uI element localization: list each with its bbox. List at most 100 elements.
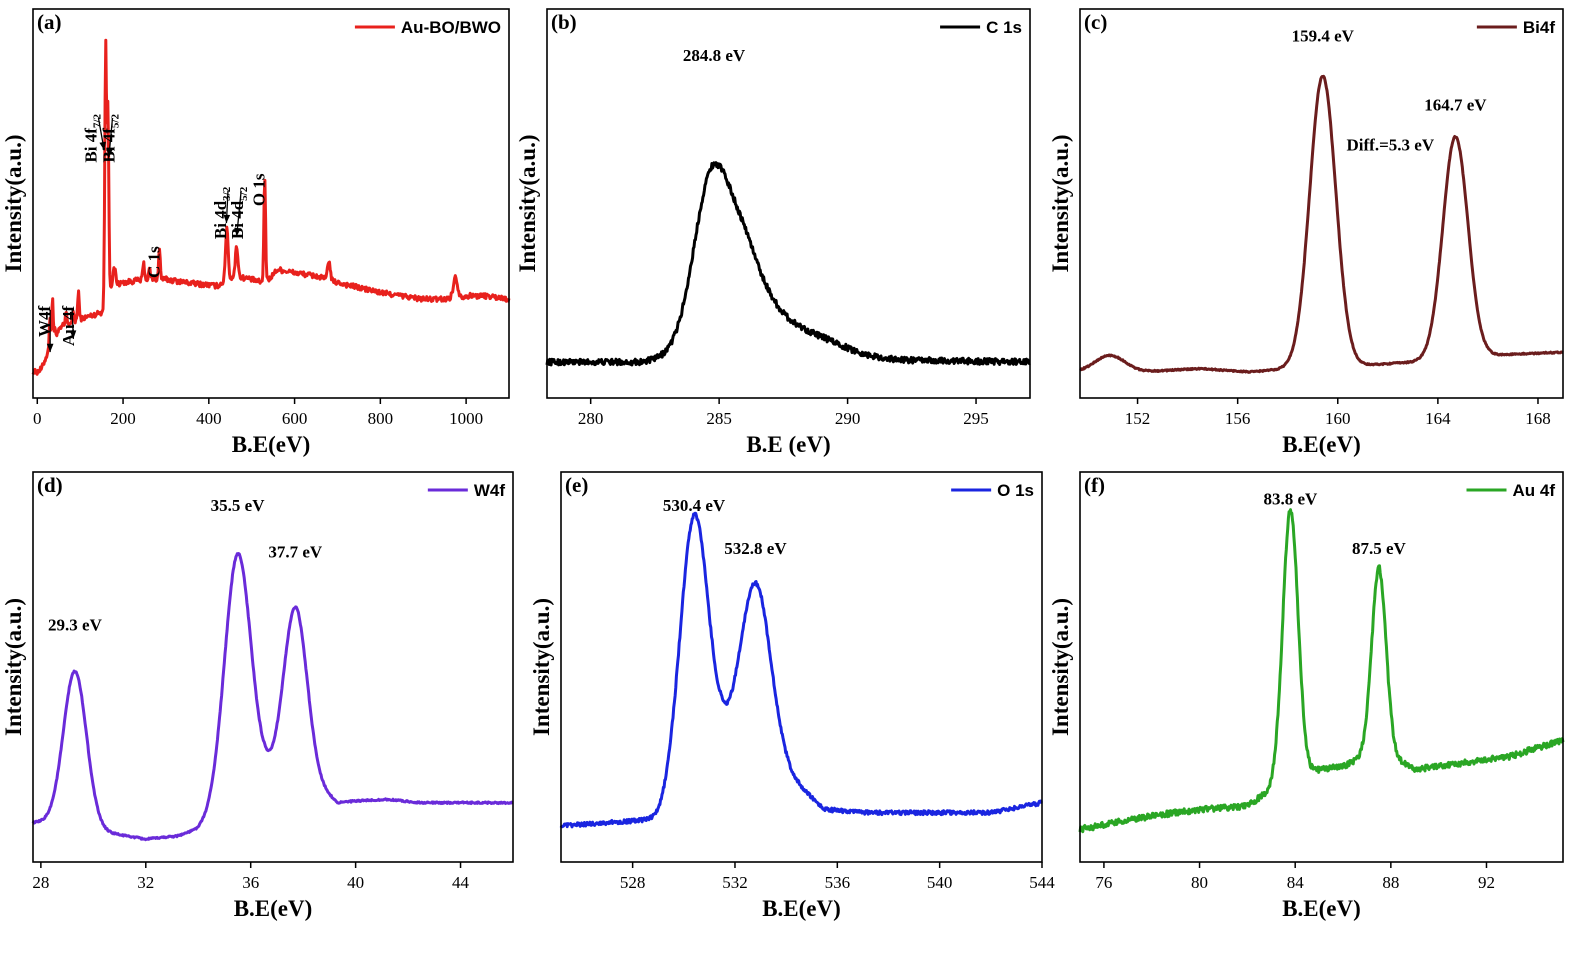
legend-label: C 1s bbox=[986, 18, 1022, 37]
series-line-f bbox=[1078, 508, 1565, 834]
x-axis-label: B.E(eV) bbox=[1282, 432, 1361, 457]
x-tick-label: 1000 bbox=[449, 409, 483, 428]
plot-frame bbox=[32, 8, 510, 399]
x-tick-label: 88 bbox=[1382, 873, 1399, 892]
x-tick-label: 200 bbox=[110, 409, 136, 428]
x-tick-label: 32 bbox=[137, 873, 154, 892]
x-axis-label: B.E(eV) bbox=[234, 896, 313, 921]
legend: Au 4f bbox=[1466, 481, 1556, 500]
panel-label: (c) bbox=[1084, 10, 1107, 34]
legend: O 1s bbox=[951, 481, 1034, 500]
annotation-arrowhead bbox=[46, 343, 54, 353]
plot-frame bbox=[546, 8, 1031, 399]
peak-label: 83.8 eV bbox=[1264, 489, 1319, 508]
legend-label: Au 4f bbox=[1513, 481, 1556, 500]
annotation-arrowhead bbox=[223, 214, 231, 224]
annotation-arrowhead bbox=[106, 148, 113, 158]
x-tick-label: 295 bbox=[963, 409, 989, 428]
x-tick-label: 280 bbox=[578, 409, 604, 428]
peak-annotation: Au 4f bbox=[59, 305, 78, 345]
annotation-arrowhead bbox=[99, 141, 107, 151]
y-axis-label: Intensity(a.u.) bbox=[1, 598, 26, 736]
legend: Bi4f bbox=[1476, 18, 1555, 37]
x-tick-label: 76 bbox=[1095, 873, 1112, 892]
x-tick-label: 92 bbox=[1478, 873, 1495, 892]
series-line-c bbox=[1079, 74, 1564, 374]
y-axis-label: Intensity(a.u.) bbox=[515, 134, 540, 272]
panel-e: 528 532 536 540 544 B.E(eV) Intensity(a.u.) (e)… bbox=[529, 471, 1055, 921]
panel-b: 280 285 290 295 B.E (eV) Intensity(a.u.) (b) C … bbox=[515, 8, 1031, 457]
x-tick-label: 0 bbox=[33, 409, 42, 428]
peak-label: 37.7 eV bbox=[268, 542, 323, 561]
x-tick-label: 600 bbox=[282, 409, 308, 428]
peak-label: 159.4 eV bbox=[1292, 26, 1355, 45]
y-axis-label: Intensity(a.u.) bbox=[1048, 134, 1073, 272]
plot-frame bbox=[560, 471, 1043, 863]
x-tick-label: 40 bbox=[347, 873, 364, 892]
series-line-d bbox=[31, 552, 514, 842]
annotation-arrowhead bbox=[69, 330, 77, 339]
peak-label: 532.8 eV bbox=[724, 539, 787, 558]
panel-label: (f) bbox=[1084, 473, 1105, 497]
x-tick-label: 80 bbox=[1191, 873, 1208, 892]
x-tick-label: 800 bbox=[368, 409, 394, 428]
peak-annotation: O 1s bbox=[250, 173, 269, 206]
panel-c: 152 156 160 164 168 B.E(eV) Intensity(a.u.) (c)… bbox=[1048, 8, 1564, 457]
panel-a: 0 200 400 600 800 1000 B.E(eV) Intensity(a.u.) (… bbox=[1, 8, 511, 457]
panel-d: 28 32 36 40 44 B.E(eV) Intensity(a.u.) (d) W4f 29… bbox=[1, 471, 514, 921]
x-tick-label: 44 bbox=[452, 873, 470, 892]
x-tick-label: 528 bbox=[620, 873, 646, 892]
x-tick-label: 28 bbox=[32, 873, 49, 892]
x-tick-label: 152 bbox=[1125, 409, 1151, 428]
y-axis-label: Intensity(a.u.) bbox=[1, 134, 26, 272]
legend-label: O 1s bbox=[997, 481, 1034, 500]
plot-frame bbox=[1079, 8, 1564, 399]
x-tick-label: 544 bbox=[1029, 873, 1055, 892]
x-tick-label: 164 bbox=[1425, 409, 1451, 428]
legend: C 1s bbox=[940, 18, 1022, 37]
x-axis-label: B.E(eV) bbox=[762, 896, 841, 921]
x-tick-label: 536 bbox=[825, 873, 851, 892]
peak-label: 87.5 eV bbox=[1352, 539, 1407, 558]
panel-f: 76 80 84 88 92 B.E(eV) Intensity(a.u.) (f) Au 4f… bbox=[1048, 471, 1565, 921]
peak-annotation: W4f bbox=[35, 305, 54, 337]
x-tick-label: 36 bbox=[242, 873, 259, 892]
panel-label: (d) bbox=[37, 473, 63, 497]
peak-label: 530.4 eV bbox=[663, 496, 726, 515]
series-line-a bbox=[31, 38, 511, 376]
x-axis-label: B.E (eV) bbox=[746, 432, 830, 457]
plot-frame bbox=[32, 471, 514, 863]
peak-annotation: C 1s bbox=[144, 246, 163, 278]
x-axis-label: B.E(eV) bbox=[232, 432, 311, 457]
y-axis-label: Intensity(a.u.) bbox=[1048, 598, 1073, 736]
panel-label: (a) bbox=[37, 10, 62, 34]
annotation-arrowhead bbox=[234, 227, 241, 237]
legend-label: Bi4f bbox=[1523, 18, 1555, 37]
peak-label: 284.8 eV bbox=[683, 46, 746, 65]
x-axis-label: B.E(eV) bbox=[1282, 896, 1361, 921]
legend-label: Au-BO/BWO bbox=[401, 18, 501, 37]
x-tick-label: 540 bbox=[927, 873, 953, 892]
peak-label: 35.5 eV bbox=[211, 496, 266, 515]
x-tick-label: 160 bbox=[1325, 409, 1351, 428]
legend-label: W4f bbox=[474, 481, 506, 500]
panel-label: (b) bbox=[551, 10, 577, 34]
legend: W4f bbox=[427, 481, 506, 500]
y-axis-label: Intensity(a.u.) bbox=[529, 598, 554, 736]
x-tick-label: 156 bbox=[1225, 409, 1251, 428]
peak-label: 164.7 eV bbox=[1424, 96, 1487, 115]
series-line-b bbox=[545, 161, 1031, 367]
x-tick-label: 285 bbox=[706, 409, 732, 428]
plot-frame bbox=[1079, 471, 1564, 863]
legend: Au-BO/BWO bbox=[354, 18, 501, 37]
panel-label: (e) bbox=[565, 473, 588, 497]
x-tick-label: 290 bbox=[835, 409, 861, 428]
x-tick-label: 532 bbox=[722, 873, 748, 892]
x-tick-label: 400 bbox=[196, 409, 222, 428]
x-tick-label: 84 bbox=[1287, 873, 1305, 892]
x-tick-label: 168 bbox=[1525, 409, 1551, 428]
peak-label: 29.3 eV bbox=[48, 615, 103, 634]
peak-label: Diff.=5.3 eV bbox=[1347, 135, 1435, 154]
